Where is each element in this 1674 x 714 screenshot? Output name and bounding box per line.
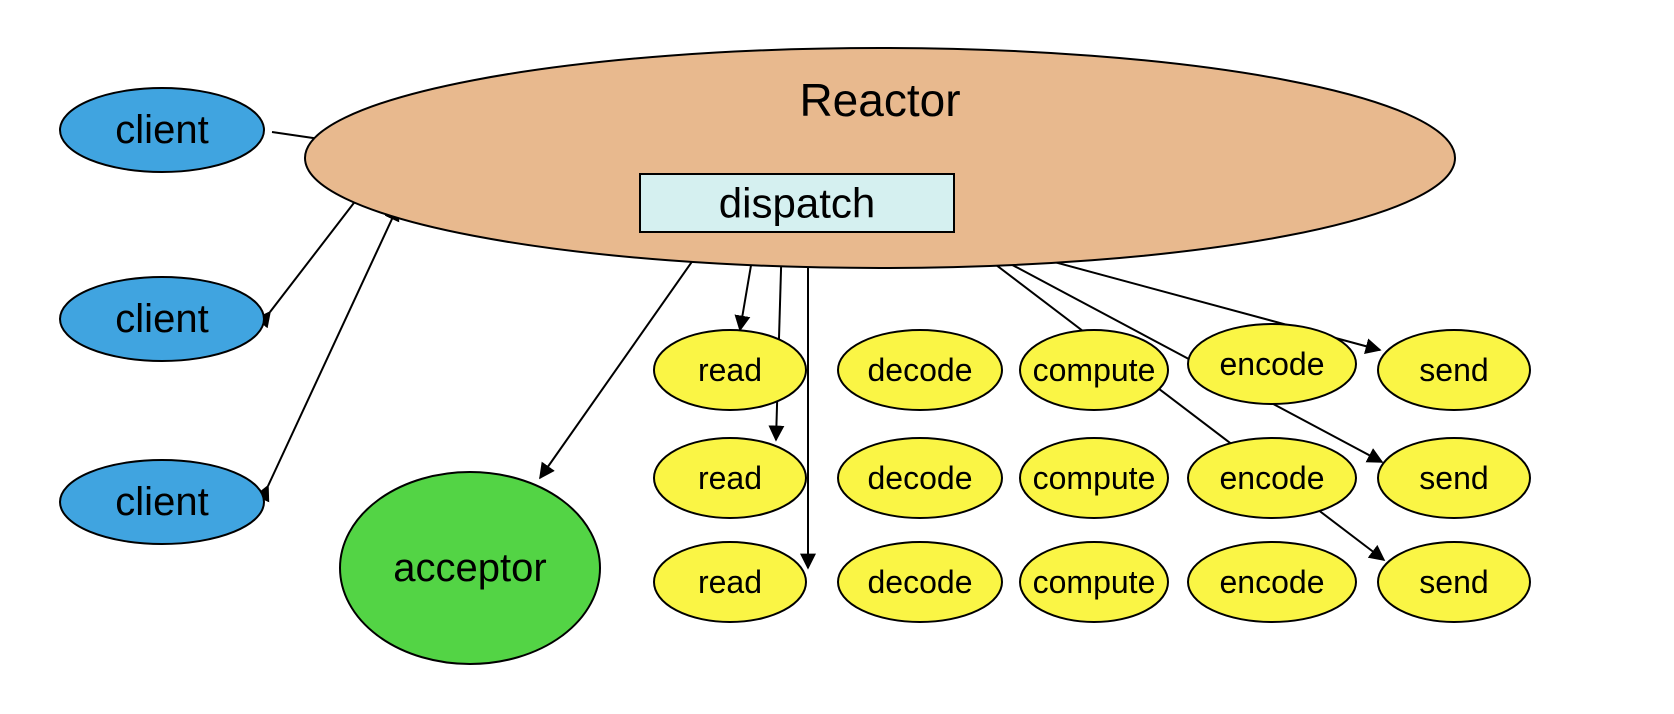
edge-2 <box>268 206 398 486</box>
client1-label: client <box>115 108 208 152</box>
nodes-layer: Reactor dispatch client client client accepto… <box>60 48 1530 664</box>
decode1-label: decode <box>868 352 973 388</box>
send1-label: send <box>1419 352 1488 388</box>
send3-label: send <box>1419 564 1488 600</box>
reactor-diagram: Reactor dispatch client client client accepto… <box>0 0 1674 714</box>
compute1-label: compute <box>1033 352 1156 388</box>
acceptor-label: acceptor <box>393 546 546 590</box>
read3-label: read <box>698 564 762 600</box>
read1-label: read <box>698 352 762 388</box>
client3-label: client <box>115 480 208 524</box>
reactor-label: Reactor <box>799 74 960 126</box>
client2-label: client <box>115 297 208 341</box>
encode2-label: encode <box>1220 460 1325 496</box>
dispatch-label: dispatch <box>719 180 875 227</box>
decode3-label: decode <box>868 564 973 600</box>
compute3-label: compute <box>1033 564 1156 600</box>
compute2-label: compute <box>1033 460 1156 496</box>
send2-label: send <box>1419 460 1488 496</box>
decode2-label: decode <box>868 460 973 496</box>
encode1-label: encode <box>1220 346 1325 382</box>
read2-label: read <box>698 460 762 496</box>
encode3-label: encode <box>1220 564 1325 600</box>
